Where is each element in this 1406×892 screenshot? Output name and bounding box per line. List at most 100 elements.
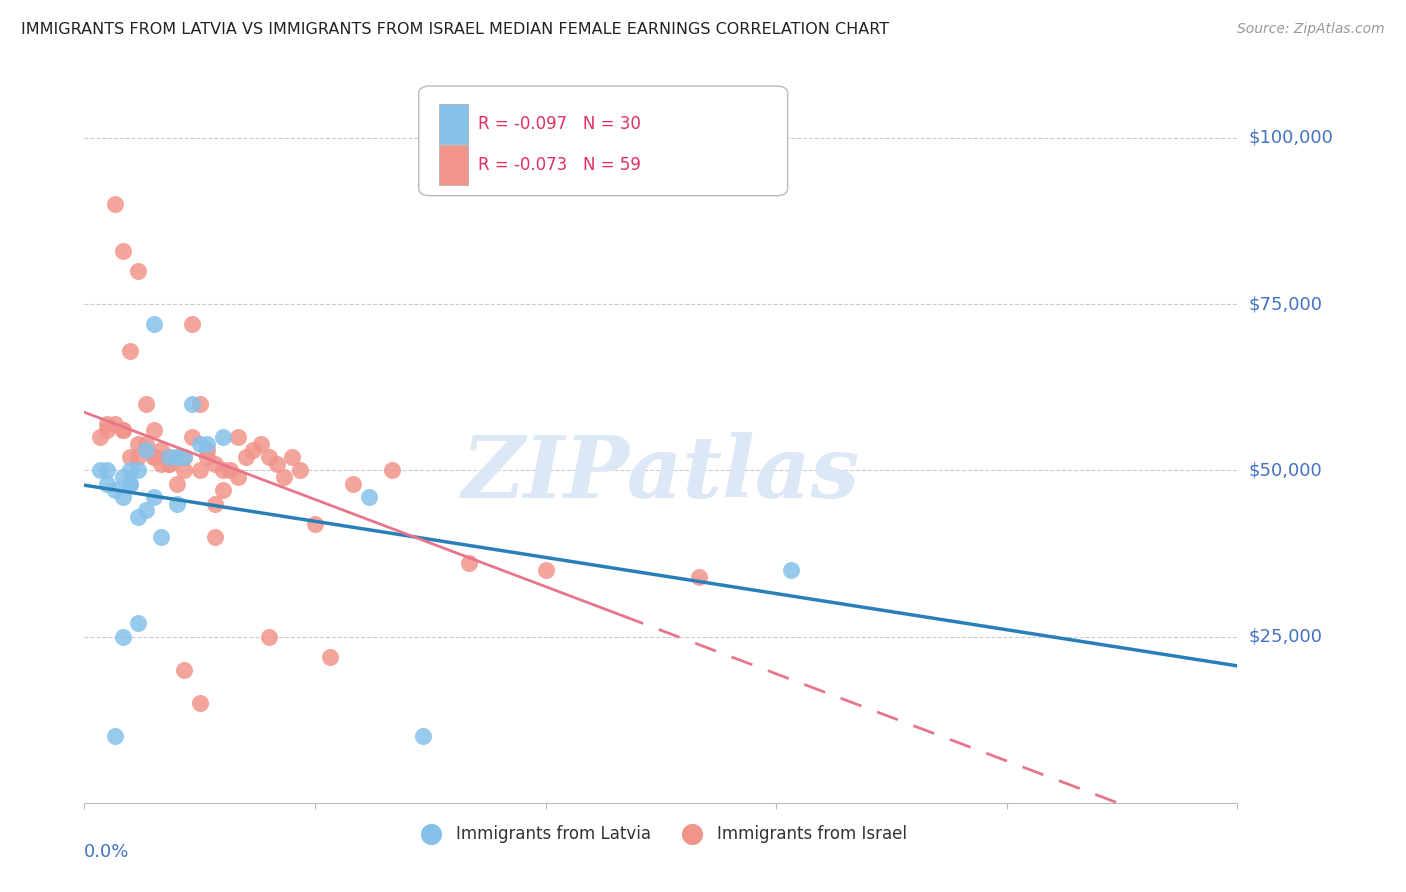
Point <box>173 450 195 464</box>
Point <box>157 457 180 471</box>
Point <box>211 483 233 498</box>
Point <box>120 450 142 464</box>
Text: $75,000: $75,000 <box>1249 295 1323 313</box>
Text: $50,000: $50,000 <box>1249 461 1323 479</box>
Text: Source: ZipAtlas.com: Source: ZipAtlas.com <box>1237 22 1385 37</box>
FancyBboxPatch shape <box>419 86 787 195</box>
Point <box>120 476 142 491</box>
Point <box>211 430 233 444</box>
Point <box>150 530 173 544</box>
Point <box>195 436 218 450</box>
FancyBboxPatch shape <box>440 145 468 185</box>
Point <box>104 729 127 743</box>
Point <box>235 450 257 464</box>
Point <box>111 470 134 484</box>
Point <box>120 463 142 477</box>
Point <box>204 497 226 511</box>
Point <box>288 463 311 477</box>
Point <box>89 463 111 477</box>
Point <box>342 476 364 491</box>
Point <box>166 450 188 464</box>
Point <box>257 630 280 644</box>
Point <box>157 450 180 464</box>
Point <box>188 397 211 411</box>
Text: $100,000: $100,000 <box>1249 128 1334 147</box>
Point <box>173 663 195 677</box>
Point <box>304 516 326 531</box>
Point <box>127 616 149 631</box>
Point <box>266 457 288 471</box>
Point <box>89 430 111 444</box>
Point <box>135 436 157 450</box>
Point <box>111 630 134 644</box>
Point <box>127 509 149 524</box>
Point <box>166 450 188 464</box>
Point <box>127 463 149 477</box>
Point <box>142 450 165 464</box>
Point <box>181 430 204 444</box>
Legend: Immigrants from Latvia, Immigrants from Israel: Immigrants from Latvia, Immigrants from … <box>408 818 914 849</box>
Point <box>204 457 226 471</box>
Point <box>166 476 188 491</box>
Text: 0.0%: 0.0% <box>84 843 129 861</box>
Point <box>219 463 242 477</box>
Text: ZIPatlas: ZIPatlas <box>461 432 860 516</box>
Point <box>157 457 180 471</box>
Point <box>96 476 118 491</box>
Point <box>150 457 173 471</box>
Point <box>111 424 134 438</box>
Point <box>111 424 134 438</box>
Point <box>104 417 127 431</box>
Point <box>173 463 195 477</box>
Point <box>780 563 803 577</box>
Point <box>226 470 249 484</box>
Point <box>135 397 157 411</box>
Point <box>181 397 204 411</box>
Point <box>181 317 204 331</box>
Point <box>96 417 118 431</box>
Point <box>188 696 211 710</box>
Point <box>195 443 218 458</box>
Point <box>250 436 273 450</box>
Point <box>142 424 165 438</box>
Text: R = -0.097   N = 30: R = -0.097 N = 30 <box>478 115 640 133</box>
Point <box>242 443 264 458</box>
Point <box>281 450 304 464</box>
Point <box>226 430 249 444</box>
Point <box>135 503 157 517</box>
Point <box>688 570 710 584</box>
Point <box>120 476 142 491</box>
Point <box>211 463 233 477</box>
Point <box>127 450 149 464</box>
Point <box>142 450 165 464</box>
Point <box>357 490 380 504</box>
Point <box>204 530 226 544</box>
Point <box>111 244 134 258</box>
Text: R = -0.073   N = 59: R = -0.073 N = 59 <box>478 155 640 174</box>
Point <box>104 197 127 211</box>
Point <box>257 450 280 464</box>
Point <box>111 490 134 504</box>
Point <box>104 483 127 498</box>
Text: IMMIGRANTS FROM LATVIA VS IMMIGRANTS FROM ISRAEL MEDIAN FEMALE EARNINGS CORRELAT: IMMIGRANTS FROM LATVIA VS IMMIGRANTS FRO… <box>21 22 889 37</box>
Point <box>127 264 149 278</box>
Point <box>412 729 434 743</box>
Point <box>195 450 218 464</box>
Point <box>273 470 295 484</box>
Point <box>142 490 165 504</box>
Point <box>157 450 180 464</box>
FancyBboxPatch shape <box>440 103 468 144</box>
Point <box>142 317 165 331</box>
Point <box>150 443 173 458</box>
Point <box>457 557 479 571</box>
Point <box>96 424 118 438</box>
Point <box>534 563 557 577</box>
Text: $25,000: $25,000 <box>1249 628 1323 646</box>
Point <box>127 436 149 450</box>
Point <box>188 436 211 450</box>
Point <box>173 450 195 464</box>
Point <box>381 463 404 477</box>
Point <box>96 463 118 477</box>
Point <box>188 463 211 477</box>
Point <box>319 649 342 664</box>
